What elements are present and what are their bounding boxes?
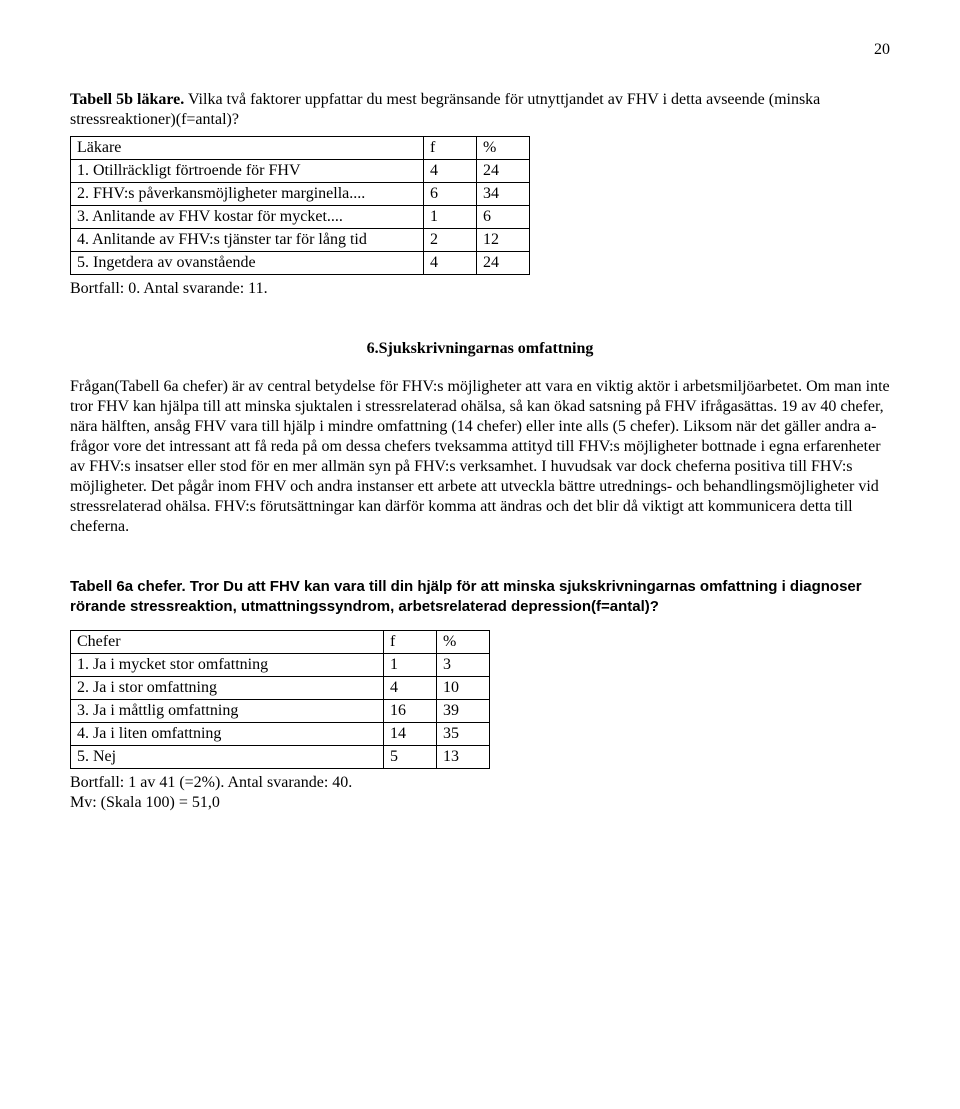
table-cell: 5 [384,746,437,769]
table-cell: 3. Ja i måttlig omfattning [71,700,384,723]
table-row: 3. Anlitande av FHV kostar för mycket...… [71,206,530,229]
table-cell: 3 [437,654,490,677]
table-cell: 24 [477,160,530,183]
table-row: 4. Ja i liten omfattning 14 35 [71,723,490,746]
table-cell: 13 [437,746,490,769]
table-6a-footer-1: Bortfall: 1 av 41 (=2%). Antal svarande:… [70,773,890,793]
table-cell: 12 [477,229,530,252]
table-cell: 6 [477,206,530,229]
table-cell: 1. Otillräckligt förtroende för FHV [71,160,424,183]
table-cell: 3. Anlitande av FHV kostar för mycket...… [71,206,424,229]
section-6-paragraph: Frågan(Tabell 6a chefer) är av central b… [70,377,890,537]
table-cell: 4. Ja i liten omfattning [71,723,384,746]
table-cell: 6 [424,183,477,206]
table-row: 1. Ja i mycket stor omfattning 1 3 [71,654,490,677]
table-cell: 2 [424,229,477,252]
table-5b-footer: Bortfall: 0. Antal svarande: 11. [70,279,890,299]
table-header-label: Chefer [71,631,384,654]
table-cell: 4 [424,252,477,275]
table-cell: 35 [437,723,490,746]
table-row: 5. Ingetdera av ovanstående 4 24 [71,252,530,275]
table-row: 2. Ja i stor omfattning 4 10 [71,677,490,700]
table-row: 4. Anlitande av FHV:s tjänster tar för l… [71,229,530,252]
caption-6a-lead: Tabell 6a chefer. [70,578,186,595]
table-row: 1. Otillräckligt förtroende för FHV 4 24 [71,160,530,183]
caption-5b-lead: Tabell 5b läkare. [70,91,184,108]
table-cell: 1. Ja i mycket stor omfattning [71,654,384,677]
table-cell: 14 [384,723,437,746]
table-cell: 4. Anlitande av FHV:s tjänster tar för l… [71,229,424,252]
table-cell: 39 [437,700,490,723]
table-cell: 16 [384,700,437,723]
table-header-pct: % [477,137,530,160]
table-cell: 2. FHV:s påverkansmöjligheter marginella… [71,183,424,206]
table-header-pct: % [437,631,490,654]
table-header-f: f [384,631,437,654]
table-row: 2. FHV:s påverkansmöjligheter marginella… [71,183,530,206]
table-row: 3. Ja i måttlig omfattning 16 39 [71,700,490,723]
table-cell: 4 [424,160,477,183]
table-cell: 10 [437,677,490,700]
table-header-label: Läkare [71,137,424,160]
table-cell: 34 [477,183,530,206]
table-cell: 1 [384,654,437,677]
table-cell: 24 [477,252,530,275]
table-cell: 2. Ja i stor omfattning [71,677,384,700]
table-header-f: f [424,137,477,160]
page-number: 20 [70,40,890,60]
table-row: Läkare f % [71,137,530,160]
table-row: Chefer f % [71,631,490,654]
table-cell: 5. Ingetdera av ovanstående [71,252,424,275]
caption-6a-rest: Tror Du att FHV kan vara till din hjälp … [70,578,862,615]
table-6a-caption: Tabell 6a chefer. Tror Du att FHV kan va… [70,577,890,616]
section-6-heading: 6.Sjukskrivningarnas omfattning [70,339,890,359]
table-5b-caption: Tabell 5b läkare. Vilka två faktorer upp… [70,90,890,130]
table-cell: 5. Nej [71,746,384,769]
table-6a-footer-2: Mv: (Skala 100) = 51,0 [70,793,890,813]
table-row: 5. Nej 5 13 [71,746,490,769]
table-cell: 4 [384,677,437,700]
table-6a: Chefer f % 1. Ja i mycket stor omfattnin… [70,630,490,769]
table-cell: 1 [424,206,477,229]
table-5b: Läkare f % 1. Otillräckligt förtroende f… [70,136,530,275]
